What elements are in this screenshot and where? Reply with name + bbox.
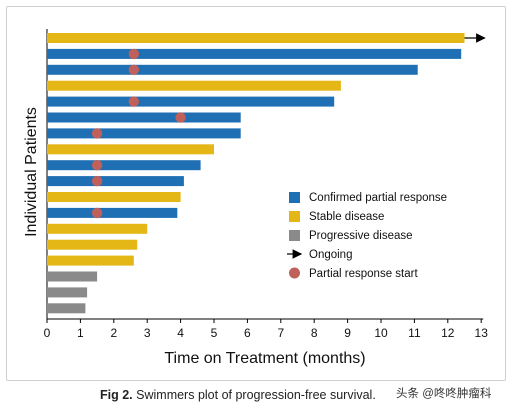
- legend-label-ongoing: Ongoing: [309, 249, 352, 261]
- bar-patient-2: [47, 48, 462, 59]
- x-tick-label-3: 3: [144, 326, 151, 340]
- pr-start-marker-5: [128, 96, 140, 107]
- figure-label: Fig 2.: [100, 388, 133, 402]
- x-tick-label-13: 13: [475, 326, 489, 340]
- bar-patient-4: [47, 80, 341, 91]
- legend-swatch-partial_response: [289, 192, 300, 203]
- pr-start-marker-12: [91, 207, 103, 219]
- x-tick-label-7: 7: [277, 326, 284, 340]
- bar-patient-11: [47, 192, 181, 202]
- x-tick-label-5: 5: [211, 326, 218, 340]
- bar-patient-17: [47, 287, 88, 298]
- x-tick-label-6: 6: [244, 326, 251, 340]
- x-tick-label-12: 12: [441, 326, 455, 340]
- legend-label-stable_disease: Stable disease: [309, 211, 384, 223]
- bar-patient-13: [47, 223, 148, 234]
- pr-start-marker-2: [128, 48, 140, 60]
- bar-patient-6: [47, 112, 241, 123]
- legend-label-pr_start: Partial response start: [309, 268, 418, 280]
- x-tick-label-11: 11: [408, 326, 421, 340]
- bar-patient-16: [47, 271, 98, 282]
- bar-patient-3: [47, 64, 418, 75]
- bar-patient-1: [47, 33, 465, 43]
- x-tick-label-10: 10: [374, 326, 388, 340]
- legend-dot-icon: [289, 267, 300, 279]
- watermark: 头条 @咚咚肿瘤科: [392, 383, 496, 403]
- bar-patient-14: [47, 239, 138, 250]
- bar-patient-18: [47, 303, 86, 314]
- bar-patient-9: [47, 160, 201, 171]
- legend-swatch-stable_disease: [289, 211, 300, 222]
- legend-label-progressive_disease: Progressive disease: [309, 230, 413, 242]
- pr-start-marker-9: [91, 160, 103, 171]
- pr-start-marker-6: [175, 112, 186, 123]
- bar-patient-8: [47, 144, 214, 155]
- bar-patient-7: [47, 128, 241, 139]
- x-axis-label: Time on Treatment (months): [164, 350, 365, 367]
- bar-patient-10: [47, 176, 184, 187]
- legend-label-partial_response: Confirmed partial response: [309, 192, 447, 204]
- bar-patient-15: [47, 255, 134, 266]
- bar-patient-12: [47, 207, 178, 218]
- y-axis-label: Individual Patients: [23, 107, 40, 237]
- x-tick-label-9: 9: [344, 326, 351, 340]
- bar-patient-5: [47, 96, 335, 107]
- x-tick-label-0: 0: [44, 326, 51, 340]
- figure-caption-text: Swimmers plot of progression-free surviv…: [136, 388, 376, 402]
- x-tick-label-4: 4: [177, 326, 184, 340]
- x-tick-label-2: 2: [110, 326, 117, 340]
- pr-start-marker-3: [128, 64, 140, 76]
- x-tick-label-1: 1: [77, 326, 84, 340]
- legend-swatch-progressive_disease: [289, 230, 300, 241]
- x-tick-label-8: 8: [311, 326, 318, 340]
- pr-start-marker-10: [91, 175, 103, 187]
- pr-start-marker-7: [91, 128, 103, 139]
- figure-caption: Fig 2. Swimmers plot of progression-free…: [100, 388, 376, 402]
